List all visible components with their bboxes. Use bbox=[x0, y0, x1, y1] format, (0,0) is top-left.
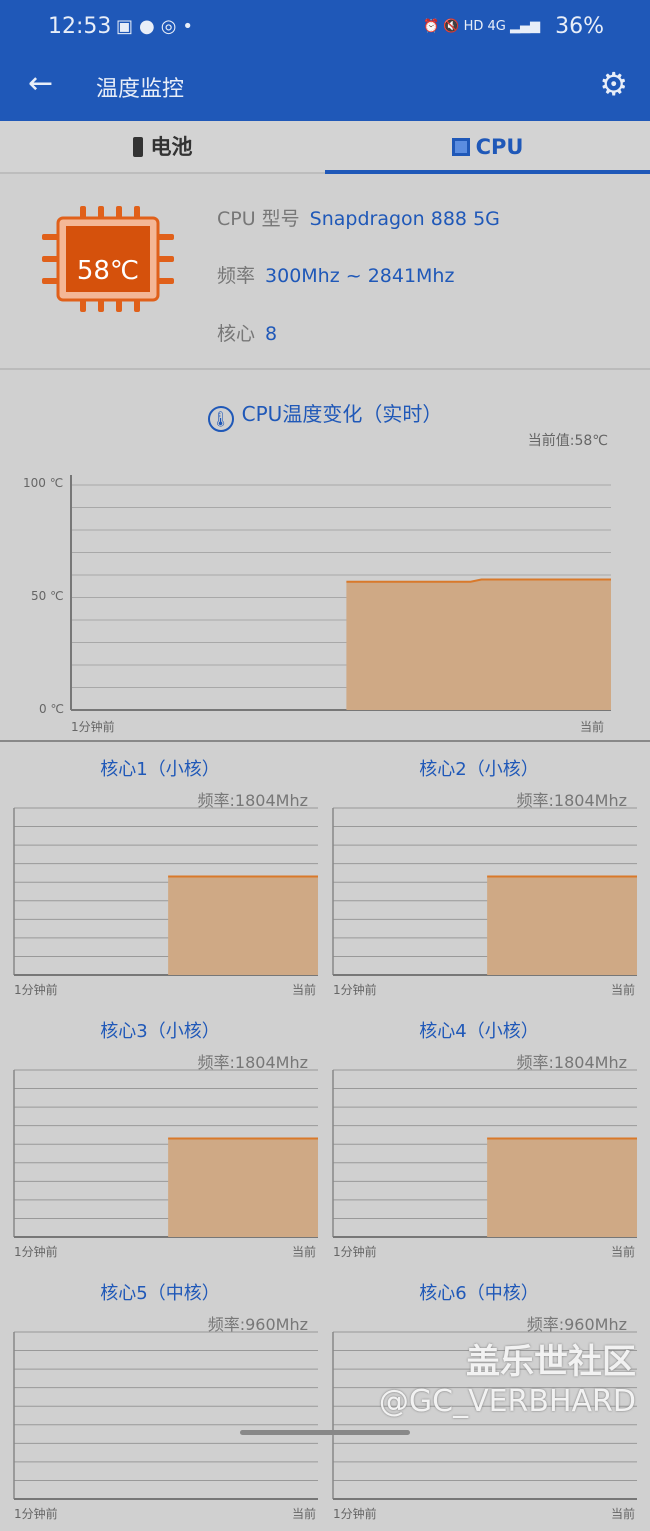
core-area bbox=[487, 876, 637, 975]
core-card: 核心3（小核） 频率:1804Mhz 1分钟前 当前 bbox=[0, 1007, 320, 1269]
cpu-temperature: 58℃ bbox=[76, 256, 140, 286]
cpu-cores-row: 核心 8 bbox=[217, 319, 277, 346]
home-indicator[interactable] bbox=[240, 1430, 410, 1435]
core-x-end: 当前 bbox=[610, 983, 635, 997]
watermark-handle: @GC_VERBHARD bbox=[378, 1384, 636, 1419]
core-chart bbox=[332, 1069, 637, 1238]
cpu-cores-value: 8 bbox=[265, 323, 278, 345]
core-area bbox=[168, 876, 318, 975]
core-frequency: 频率:1804Mhz bbox=[516, 1053, 627, 1072]
status-bar: 12:53 ▣●◎• ⏰ 🔇 HD 4G ▂▄▆ 36% bbox=[0, 0, 650, 56]
y-tick-0: 0 ℃ bbox=[39, 702, 64, 716]
notification-icons: ▣●◎• bbox=[116, 16, 200, 37]
arrow-left-icon[interactable]: ← bbox=[28, 66, 54, 101]
core-card: 核心5（中核） 频率:960Mhz 1分钟前 当前 bbox=[0, 1269, 320, 1531]
cpu-model-label: CPU 型号 bbox=[217, 208, 300, 230]
y-tick-50: 50 ℃ bbox=[31, 589, 64, 603]
core-card: 核心2（小核） 频率:1804Mhz 1分钟前 当前 bbox=[319, 745, 639, 1007]
core-chart bbox=[13, 1069, 318, 1238]
core-title: 核心3（小核） bbox=[100, 1021, 220, 1042]
core-title: 核心1（小核） bbox=[100, 759, 220, 780]
core-area bbox=[487, 1138, 637, 1237]
temp-chart-title-text: CPU温度变化（实时） bbox=[241, 402, 443, 426]
core-frequency: 频率:960Mhz bbox=[207, 1315, 308, 1334]
tab-battery-label: 电池 bbox=[150, 135, 193, 159]
tab-battery[interactable]: 电池 bbox=[0, 121, 325, 174]
core-chart bbox=[332, 807, 637, 976]
temp-area bbox=[346, 579, 611, 710]
core-chart bbox=[13, 1331, 318, 1500]
cpu-freq-label: 频率 bbox=[217, 265, 256, 287]
temperature-chart-section: 🌡 CPU温度变化（实时） 当前值:58℃ 100 ℃ 50 ℃ 0 ℃ 1分钟前… bbox=[0, 372, 650, 742]
cpu-icon bbox=[451, 138, 470, 156]
current-temp: 当前值:58℃ bbox=[527, 433, 608, 449]
temp-chart-title: 🌡 CPU温度变化（实时） bbox=[0, 398, 650, 432]
status-time: 12:53 bbox=[48, 14, 112, 39]
core-area bbox=[168, 1138, 318, 1237]
core-x-start: 1分钟前 bbox=[333, 1245, 377, 1259]
cpu-cores-label: 核心 bbox=[217, 323, 256, 345]
core-frequency: 频率:1804Mhz bbox=[197, 791, 308, 810]
page-title: 温度监控 bbox=[96, 77, 185, 102]
battery-percent: 36% bbox=[555, 14, 604, 39]
core-title: 核心4（小核） bbox=[419, 1021, 539, 1042]
tab-cpu[interactable]: CPU bbox=[325, 121, 650, 174]
core-x-start: 1分钟前 bbox=[14, 983, 58, 997]
core-frequency: 频率:1804Mhz bbox=[197, 1053, 308, 1072]
watermark-logo: 盖乐世社区 bbox=[466, 1342, 636, 1382]
x-label-start: 1分钟前 bbox=[71, 720, 115, 734]
y-tick-100: 100 ℃ bbox=[23, 476, 64, 490]
cpu-info-panel: 58℃ CPU 型号 Snapdragon 888 5G 频率 300Mhz ~ 2… bbox=[0, 176, 650, 370]
core-x-start: 1分钟前 bbox=[14, 1245, 58, 1259]
temp-line bbox=[346, 578, 611, 583]
core-x-start: 1分钟前 bbox=[333, 983, 377, 997]
core-card: 核心4（小核） 频率:1804Mhz 1分钟前 当前 bbox=[319, 1007, 639, 1269]
tab-bar: 电池 CPU bbox=[0, 121, 650, 174]
core-frequency: 频率:960Mhz bbox=[526, 1315, 627, 1334]
temp-chart-plot bbox=[70, 475, 611, 711]
core-title: 核心6（中核） bbox=[419, 1283, 539, 1304]
core-title: 核心5（中核） bbox=[100, 1283, 220, 1304]
core-title: 核心2（小核） bbox=[419, 759, 539, 780]
cpu-model-value: Snapdragon 888 5G bbox=[309, 208, 500, 230]
core-x-end: 当前 bbox=[291, 1245, 316, 1259]
network-indicator: ⏰ 🔇 HD 4G ▂▄▆ bbox=[422, 19, 540, 34]
app-bar: ← 温度监控 ⚙ bbox=[0, 56, 650, 121]
core-card: 核心1（小核） 频率:1804Mhz 1分钟前 当前 bbox=[0, 745, 320, 1007]
gear-icon[interactable]: ⚙ bbox=[599, 65, 628, 103]
battery-icon bbox=[132, 137, 143, 157]
cpu-freq-row: 频率 300Mhz ~ 2841Mhz bbox=[217, 261, 454, 288]
network-text: HD 4G bbox=[463, 19, 506, 34]
cpu-model-row: CPU 型号 Snapdragon 888 5G bbox=[217, 204, 500, 231]
core-x-end: 当前 bbox=[610, 1245, 635, 1259]
core-frequency: 频率:1804Mhz bbox=[516, 791, 627, 810]
cpu-chip-icon bbox=[42, 206, 174, 312]
cpu-freq-value: 300Mhz ~ 2841Mhz bbox=[265, 265, 455, 287]
tab-cpu-label: CPU bbox=[475, 135, 524, 159]
x-label-end: 当前 bbox=[580, 720, 605, 734]
core-x-end: 当前 bbox=[291, 983, 316, 997]
core-chart bbox=[13, 807, 318, 976]
thermometer-icon: 🌡 bbox=[207, 406, 234, 432]
